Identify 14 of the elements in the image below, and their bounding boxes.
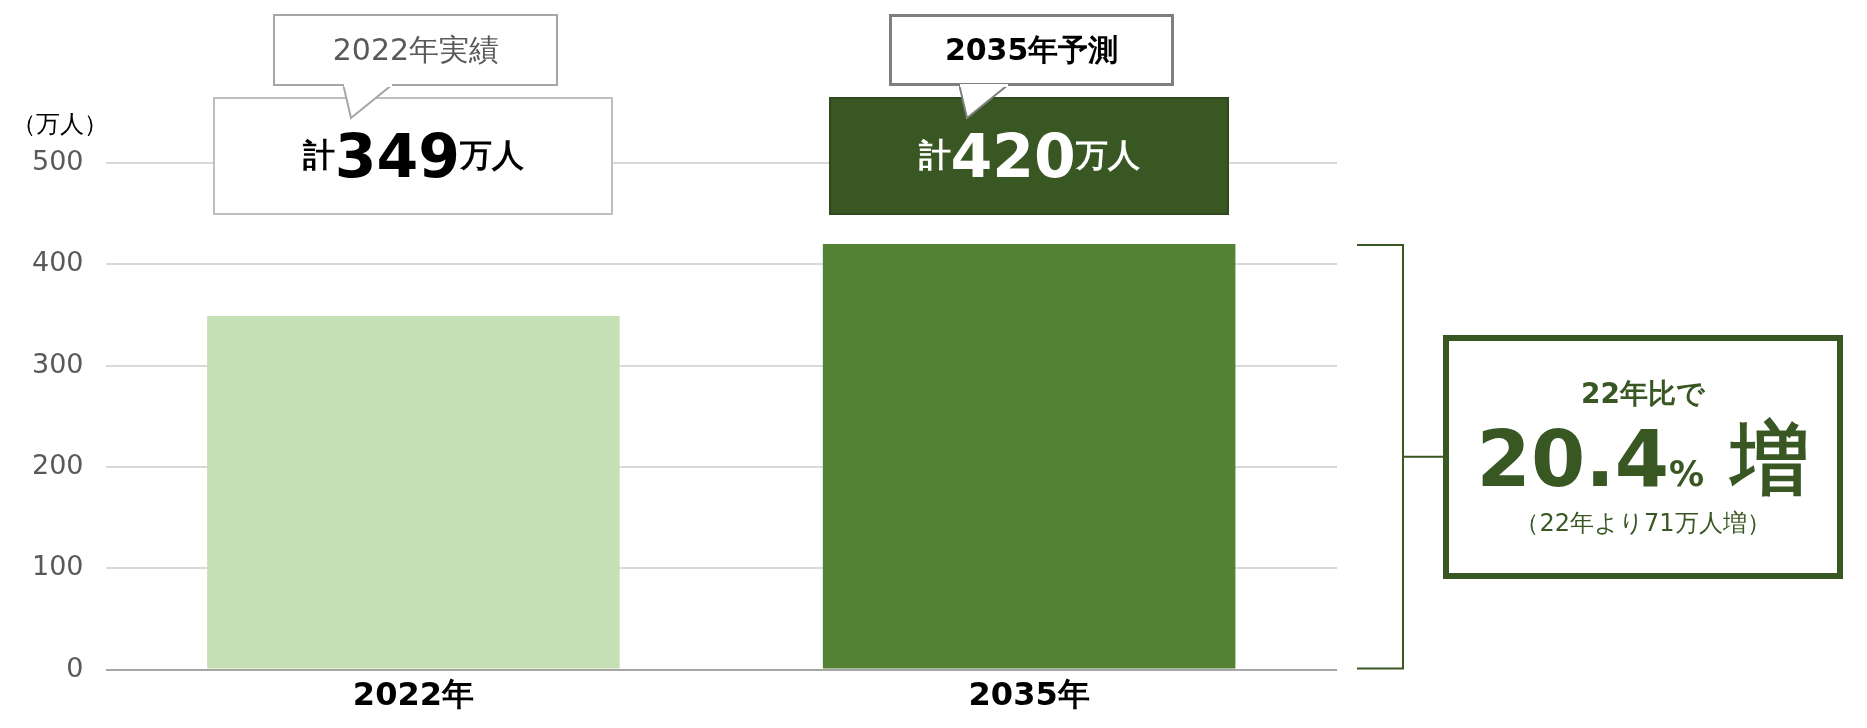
y-tick-label: 100 bbox=[31, 550, 84, 582]
x-tick-label: 2022年 bbox=[352, 675, 474, 714]
y-tick-label: 300 bbox=[31, 347, 84, 379]
text: 22年比で bbox=[1581, 376, 1705, 410]
y-tick-label: 500 bbox=[31, 145, 84, 177]
y-tick-label: 200 bbox=[31, 448, 84, 480]
x-tick-label: 2035年 bbox=[968, 675, 1090, 714]
text: （22年より71万人増） bbox=[1515, 509, 1771, 538]
text: 2035年予測 bbox=[889, 14, 1175, 86]
y-axis-title: （万人） bbox=[12, 109, 108, 140]
text: 2022年実績 bbox=[273, 14, 559, 86]
y-tick-label: 400 bbox=[31, 246, 84, 278]
y-tick-label: 0 bbox=[66, 651, 84, 683]
text: 20.4% 増 bbox=[1476, 413, 1810, 504]
